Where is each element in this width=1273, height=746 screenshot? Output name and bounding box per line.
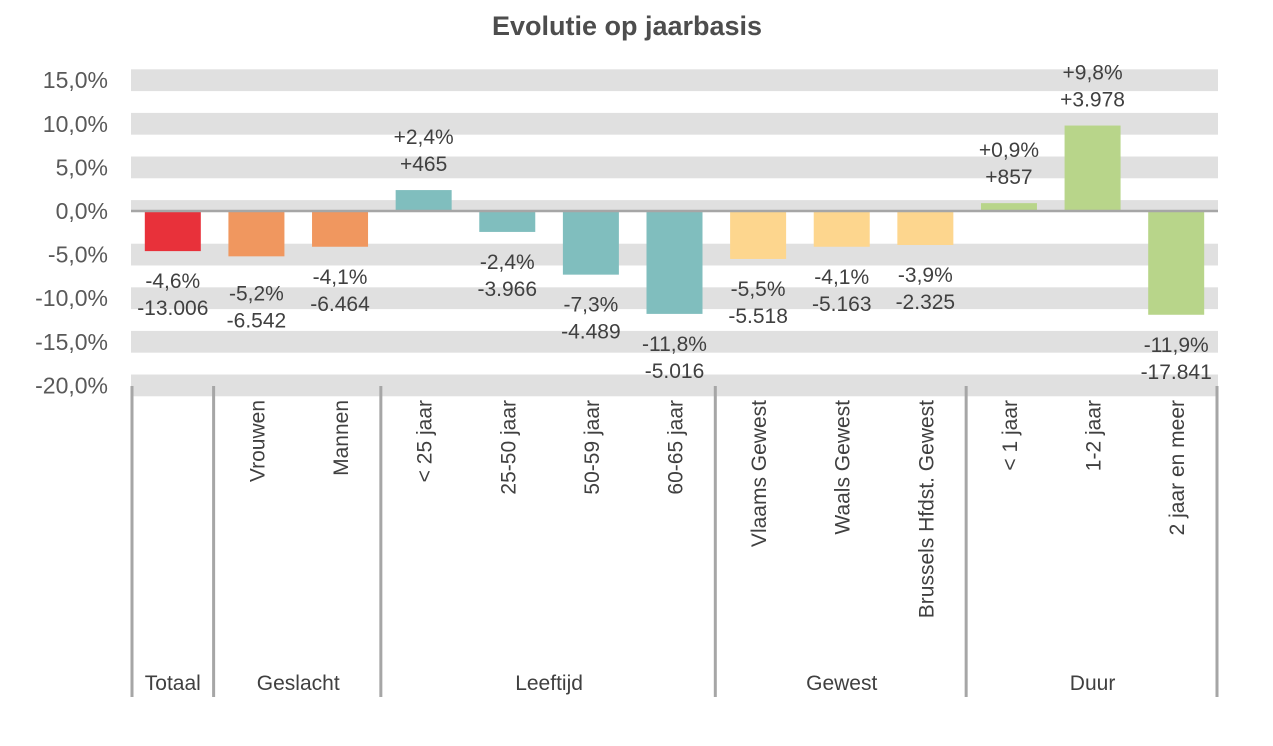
data-label-percent: -5,5% xyxy=(731,278,786,301)
data-label-count: -5.163 xyxy=(812,293,872,316)
bar xyxy=(312,211,369,247)
x-category-label: Waals Gewest xyxy=(832,400,855,535)
y-tick-label: 10,0% xyxy=(43,111,108,137)
x-group-label: Duur xyxy=(1070,672,1116,695)
data-label-percent: -7,3% xyxy=(563,294,618,317)
y-tick-label: -15,0% xyxy=(35,329,108,355)
data-label-count: +465 xyxy=(400,153,447,176)
data-label-count: +857 xyxy=(985,166,1032,189)
data-label-percent: -3,9% xyxy=(898,264,953,287)
x-category-label: Brussels Hfdst. Gewest xyxy=(915,400,938,618)
data-label-count: -17.841 xyxy=(1141,361,1212,384)
data-label-percent: -11,8% xyxy=(642,333,707,356)
y-tick-label: -5,0% xyxy=(48,242,108,268)
bar xyxy=(1064,125,1121,211)
bar xyxy=(980,203,1037,211)
y-tick-label: 5,0% xyxy=(56,154,108,180)
data-label-count: -13.006 xyxy=(137,297,208,320)
bar xyxy=(1148,211,1205,315)
data-label-count: -5.016 xyxy=(645,360,705,383)
y-tick-label: -20,0% xyxy=(35,372,108,398)
x-category-label: 50-59 jaar xyxy=(581,400,604,495)
bar xyxy=(395,190,452,211)
bar xyxy=(897,211,954,246)
grid-band xyxy=(131,200,1218,211)
bar xyxy=(228,211,285,257)
y-tick-label: -10,0% xyxy=(35,285,108,311)
bar xyxy=(479,211,536,232)
x-group-label: Totaal xyxy=(145,672,201,695)
data-label-count: -4.489 xyxy=(561,321,621,344)
bar xyxy=(813,211,870,247)
data-label-percent: +9,8% xyxy=(1063,62,1123,85)
grid-band xyxy=(131,69,1218,92)
x-category-label: 2 jaar en meer xyxy=(1166,400,1189,535)
bar xyxy=(144,211,201,252)
data-label-count: -5.518 xyxy=(728,305,788,328)
data-label-percent: -11,9% xyxy=(1144,334,1209,357)
y-tick-label: 15,0% xyxy=(43,67,108,93)
data-label-percent: -5,2% xyxy=(229,282,284,305)
data-label-percent: -2,4% xyxy=(480,251,535,274)
x-category-label: < 25 jaar xyxy=(414,400,437,482)
data-label-count: -6.464 xyxy=(310,293,370,316)
bar xyxy=(646,211,703,314)
x-group-label: Leeftijd xyxy=(515,672,583,695)
x-category-label: 1-2 jaar xyxy=(1083,400,1106,471)
x-category-label: Vlaams Gewest xyxy=(748,400,771,547)
bar xyxy=(730,211,787,259)
data-label-percent: -4,1% xyxy=(814,266,869,289)
data-label-percent: +0,9% xyxy=(979,139,1039,162)
data-label-percent: +2,4% xyxy=(394,126,454,149)
x-category-label: 60-65 jaar xyxy=(665,400,688,495)
chart-title: Evolutie op jaarbasis xyxy=(492,11,762,41)
bar xyxy=(562,211,619,275)
data-label-percent: -4,1% xyxy=(313,266,368,289)
x-category-label: < 1 jaar xyxy=(999,400,1022,471)
grid-band xyxy=(131,156,1218,179)
data-label-count: -6.542 xyxy=(227,309,287,332)
grid-band xyxy=(131,374,1218,397)
data-label-count: -3.966 xyxy=(477,278,537,301)
data-label-count: -2.325 xyxy=(896,291,956,314)
grid-band xyxy=(131,112,1218,135)
x-category-label: 25-50 jaar xyxy=(497,400,520,495)
x-category-label: Mannen xyxy=(330,400,353,476)
grid-band xyxy=(131,330,1218,353)
x-group-label: Gewest xyxy=(806,672,877,695)
y-tick-label: 0,0% xyxy=(56,198,108,224)
data-label-count: +3.978 xyxy=(1060,89,1125,112)
data-label-percent: -4,6% xyxy=(145,270,200,293)
x-category-label: Vrouwen xyxy=(246,400,269,482)
x-group-label: Geslacht xyxy=(257,672,340,695)
